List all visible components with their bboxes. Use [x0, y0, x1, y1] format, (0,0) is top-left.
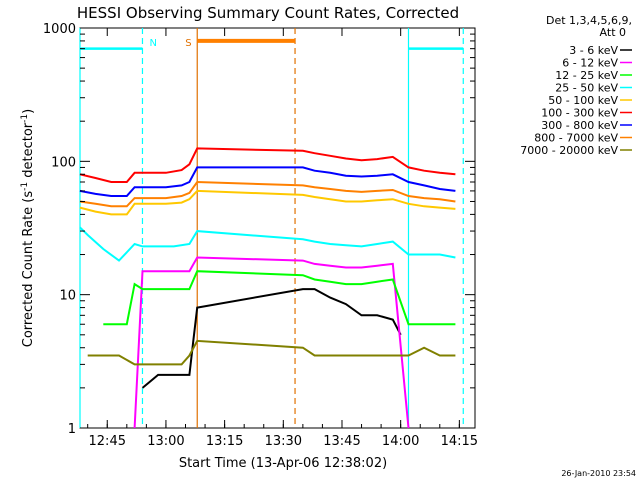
y-tick-label: 100: [51, 155, 76, 170]
series-line: [79, 226, 456, 262]
legend-label: 800 - 7000 keV: [534, 132, 618, 145]
flag-label: S: [185, 38, 191, 49]
legend-label: 50 - 100 keV: [548, 94, 618, 107]
series-layer: [79, 147, 456, 429]
x-tick-label: 13:15: [206, 434, 243, 449]
legend-header-line-2: Att 0: [600, 26, 626, 39]
y-tick-label: 1: [68, 422, 76, 437]
y-axis-title-suffix: ): [21, 109, 36, 114]
series-line: [79, 166, 456, 197]
legend-label: 300 - 800 keV: [541, 119, 618, 132]
legend-label: 3 - 6 keV: [569, 44, 618, 57]
x-tick-label: 14:15: [441, 434, 478, 449]
y-axis-title-exp1: -1: [20, 182, 30, 191]
series-line: [79, 147, 456, 183]
x-tick-label: 14:00: [382, 434, 419, 449]
ticks-layer: 12:45 13:00 13:15 13:30 13:45 14:00 14:15 1 10 10…: [43, 22, 478, 449]
legend-label: 25 - 50 keV: [555, 82, 618, 95]
x-tick-label: 13:00: [147, 434, 184, 449]
timestamp: 26-Jan-2010 23:54: [561, 469, 636, 478]
y-axis-title: Corrected Count Rate (s-1 detector-1): [20, 109, 36, 347]
series-line: [79, 189, 456, 216]
legend-header-line-1: Det 1,3,4,5,6,9,: [546, 14, 632, 27]
legend-label: 7000 - 20000 keV: [520, 144, 618, 157]
y-axis-title-prefix: Corrected Count Rate (s: [21, 191, 36, 348]
y-axis-title-exp2: -1: [20, 114, 30, 123]
x-tick-label: 12:45: [89, 434, 126, 449]
series-line: [103, 270, 456, 326]
series-line: [133, 256, 410, 429]
legend-label: 6 - 12 keV: [562, 57, 618, 70]
x-axis-title: Start Time (13-Apr-06 12:38:02): [179, 456, 387, 471]
x-tick-label: 13:45: [323, 434, 360, 449]
y-tick-label: 1000: [43, 22, 76, 37]
legend-label: 12 - 25 keV: [555, 69, 618, 82]
chart-title: HESSI Observing Summary Count Rates, Cor…: [77, 4, 459, 22]
x-tick-label: 13:30: [265, 434, 302, 449]
y-axis-title-mid: detector: [21, 122, 36, 182]
plot-frame: [79, 27, 476, 429]
series-line: [141, 288, 402, 389]
flag-label: N: [149, 38, 156, 49]
series-line: [79, 180, 456, 208]
y-tick-label: 10: [59, 289, 76, 304]
series-line: [87, 339, 456, 366]
legend-label: 100 - 300 keV: [541, 107, 618, 120]
